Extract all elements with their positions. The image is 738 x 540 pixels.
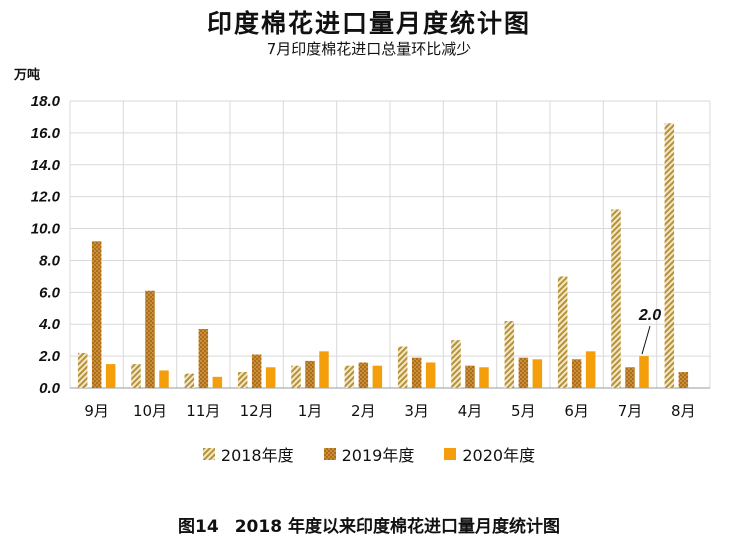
bar-2020 bbox=[639, 356, 649, 388]
bar-2019 bbox=[625, 367, 635, 388]
x-tick-label: 12月 bbox=[240, 402, 274, 420]
bar-2019 bbox=[305, 360, 315, 388]
x-tick-label: 6月 bbox=[564, 402, 589, 420]
y-tick-label: 2.0 bbox=[38, 348, 61, 365]
bar-2018 bbox=[611, 209, 621, 388]
bar-2019 bbox=[251, 354, 262, 388]
bar-2018 bbox=[77, 352, 88, 388]
figure-number: 图14 bbox=[178, 517, 219, 537]
y-tick-label: 0.0 bbox=[39, 380, 61, 397]
annotation-leader-line bbox=[641, 325, 651, 355]
bar-2019 bbox=[678, 372, 689, 388]
y-tick-label: 16.0 bbox=[31, 125, 61, 142]
bar-2019 bbox=[198, 329, 209, 388]
bar-2020 bbox=[159, 370, 169, 388]
bar-2020 bbox=[319, 351, 329, 388]
x-tick-label: 5月 bbox=[511, 402, 536, 420]
figure-caption: 图14 2018 年度以来印度棉花进口量月度统计图 bbox=[0, 512, 738, 537]
bar-2018 bbox=[451, 340, 461, 388]
y-tick-label: 4.0 bbox=[38, 316, 61, 333]
bar-2020 bbox=[265, 367, 276, 388]
bar-2020 bbox=[479, 367, 489, 388]
bar-2020 bbox=[372, 365, 383, 388]
bar-2019 bbox=[145, 290, 155, 388]
chart-title: 印度棉花进口量月度统计图 bbox=[206, 9, 531, 38]
x-tick-label: 3月 bbox=[404, 402, 429, 420]
y-tick-label: 6.0 bbox=[39, 284, 61, 301]
legend-label-2019: 2019年度 bbox=[341, 446, 415, 465]
bar-2020 bbox=[425, 362, 436, 388]
legend-label-2020: 2020年度 bbox=[462, 446, 536, 465]
x-tick-label: 7月 bbox=[618, 402, 643, 420]
bar-2018 bbox=[131, 364, 141, 388]
x-tick-label: 10月 bbox=[133, 402, 167, 420]
x-tick-label: 9月 bbox=[84, 402, 109, 420]
legend-swatch-2018 bbox=[202, 448, 215, 460]
legend-label-2018: 2018年度 bbox=[220, 446, 294, 465]
y-tick-label: 10.0 bbox=[31, 221, 61, 238]
bar-2020 bbox=[585, 351, 596, 388]
legend-item-2018: 2018年度 bbox=[202, 442, 294, 466]
legend-swatch-2020 bbox=[444, 448, 457, 460]
bar-2018 bbox=[237, 372, 248, 388]
x-tick-label: 2月 bbox=[351, 402, 376, 420]
bar-2020 bbox=[532, 359, 543, 388]
chart-subtitle: 7月印度棉花进口总量环比减少 bbox=[266, 40, 472, 58]
bar-2019 bbox=[358, 362, 369, 388]
y-tick-label: 18.0 bbox=[31, 93, 61, 110]
legend-item-2020: 2020年度 bbox=[444, 442, 535, 466]
legend-swatch-2019 bbox=[323, 448, 336, 460]
bar-2019 bbox=[91, 241, 102, 388]
bar-2019 bbox=[518, 357, 529, 388]
bar-2018 bbox=[344, 365, 355, 388]
y-tick-label: 14.0 bbox=[31, 157, 61, 174]
y-tick-label: 12.0 bbox=[31, 189, 61, 206]
y-axis-unit: 万吨 bbox=[14, 68, 41, 83]
bar-2018 bbox=[291, 365, 301, 388]
bar-chart: 0.0 2.0 4.0 6.0 8.0 10.0 12.0 14.0 16.0 18.0 9月 10月… bbox=[31, 93, 711, 420]
legend-item-2019: 2019年度 bbox=[323, 442, 415, 466]
x-tick-label: 4月 bbox=[458, 402, 483, 420]
bar-2018 bbox=[664, 123, 675, 389]
bar-2018 bbox=[557, 276, 568, 388]
bar-2018 bbox=[397, 346, 408, 388]
x-tick-label: 1月 bbox=[298, 402, 323, 420]
annotation-label: 2.0 bbox=[638, 307, 661, 324]
bar-2020 bbox=[212, 376, 223, 388]
x-tick-label: 8月 bbox=[671, 402, 696, 420]
bar-2019 bbox=[465, 365, 475, 388]
figure-caption-text: 2018 年度以来印度棉花进口量月度统计图 bbox=[234, 517, 560, 537]
bar-2019 bbox=[571, 359, 582, 388]
bar-2018 bbox=[504, 321, 515, 388]
y-tick-label: 8.0 bbox=[39, 252, 61, 269]
x-tick-label: 11月 bbox=[186, 402, 220, 420]
bar-2018 bbox=[184, 373, 195, 388]
chart-legend: 2018年度 2019年度 2020年度 bbox=[0, 442, 738, 466]
bar-2019 bbox=[411, 357, 422, 388]
bar-2020 bbox=[105, 364, 116, 388]
